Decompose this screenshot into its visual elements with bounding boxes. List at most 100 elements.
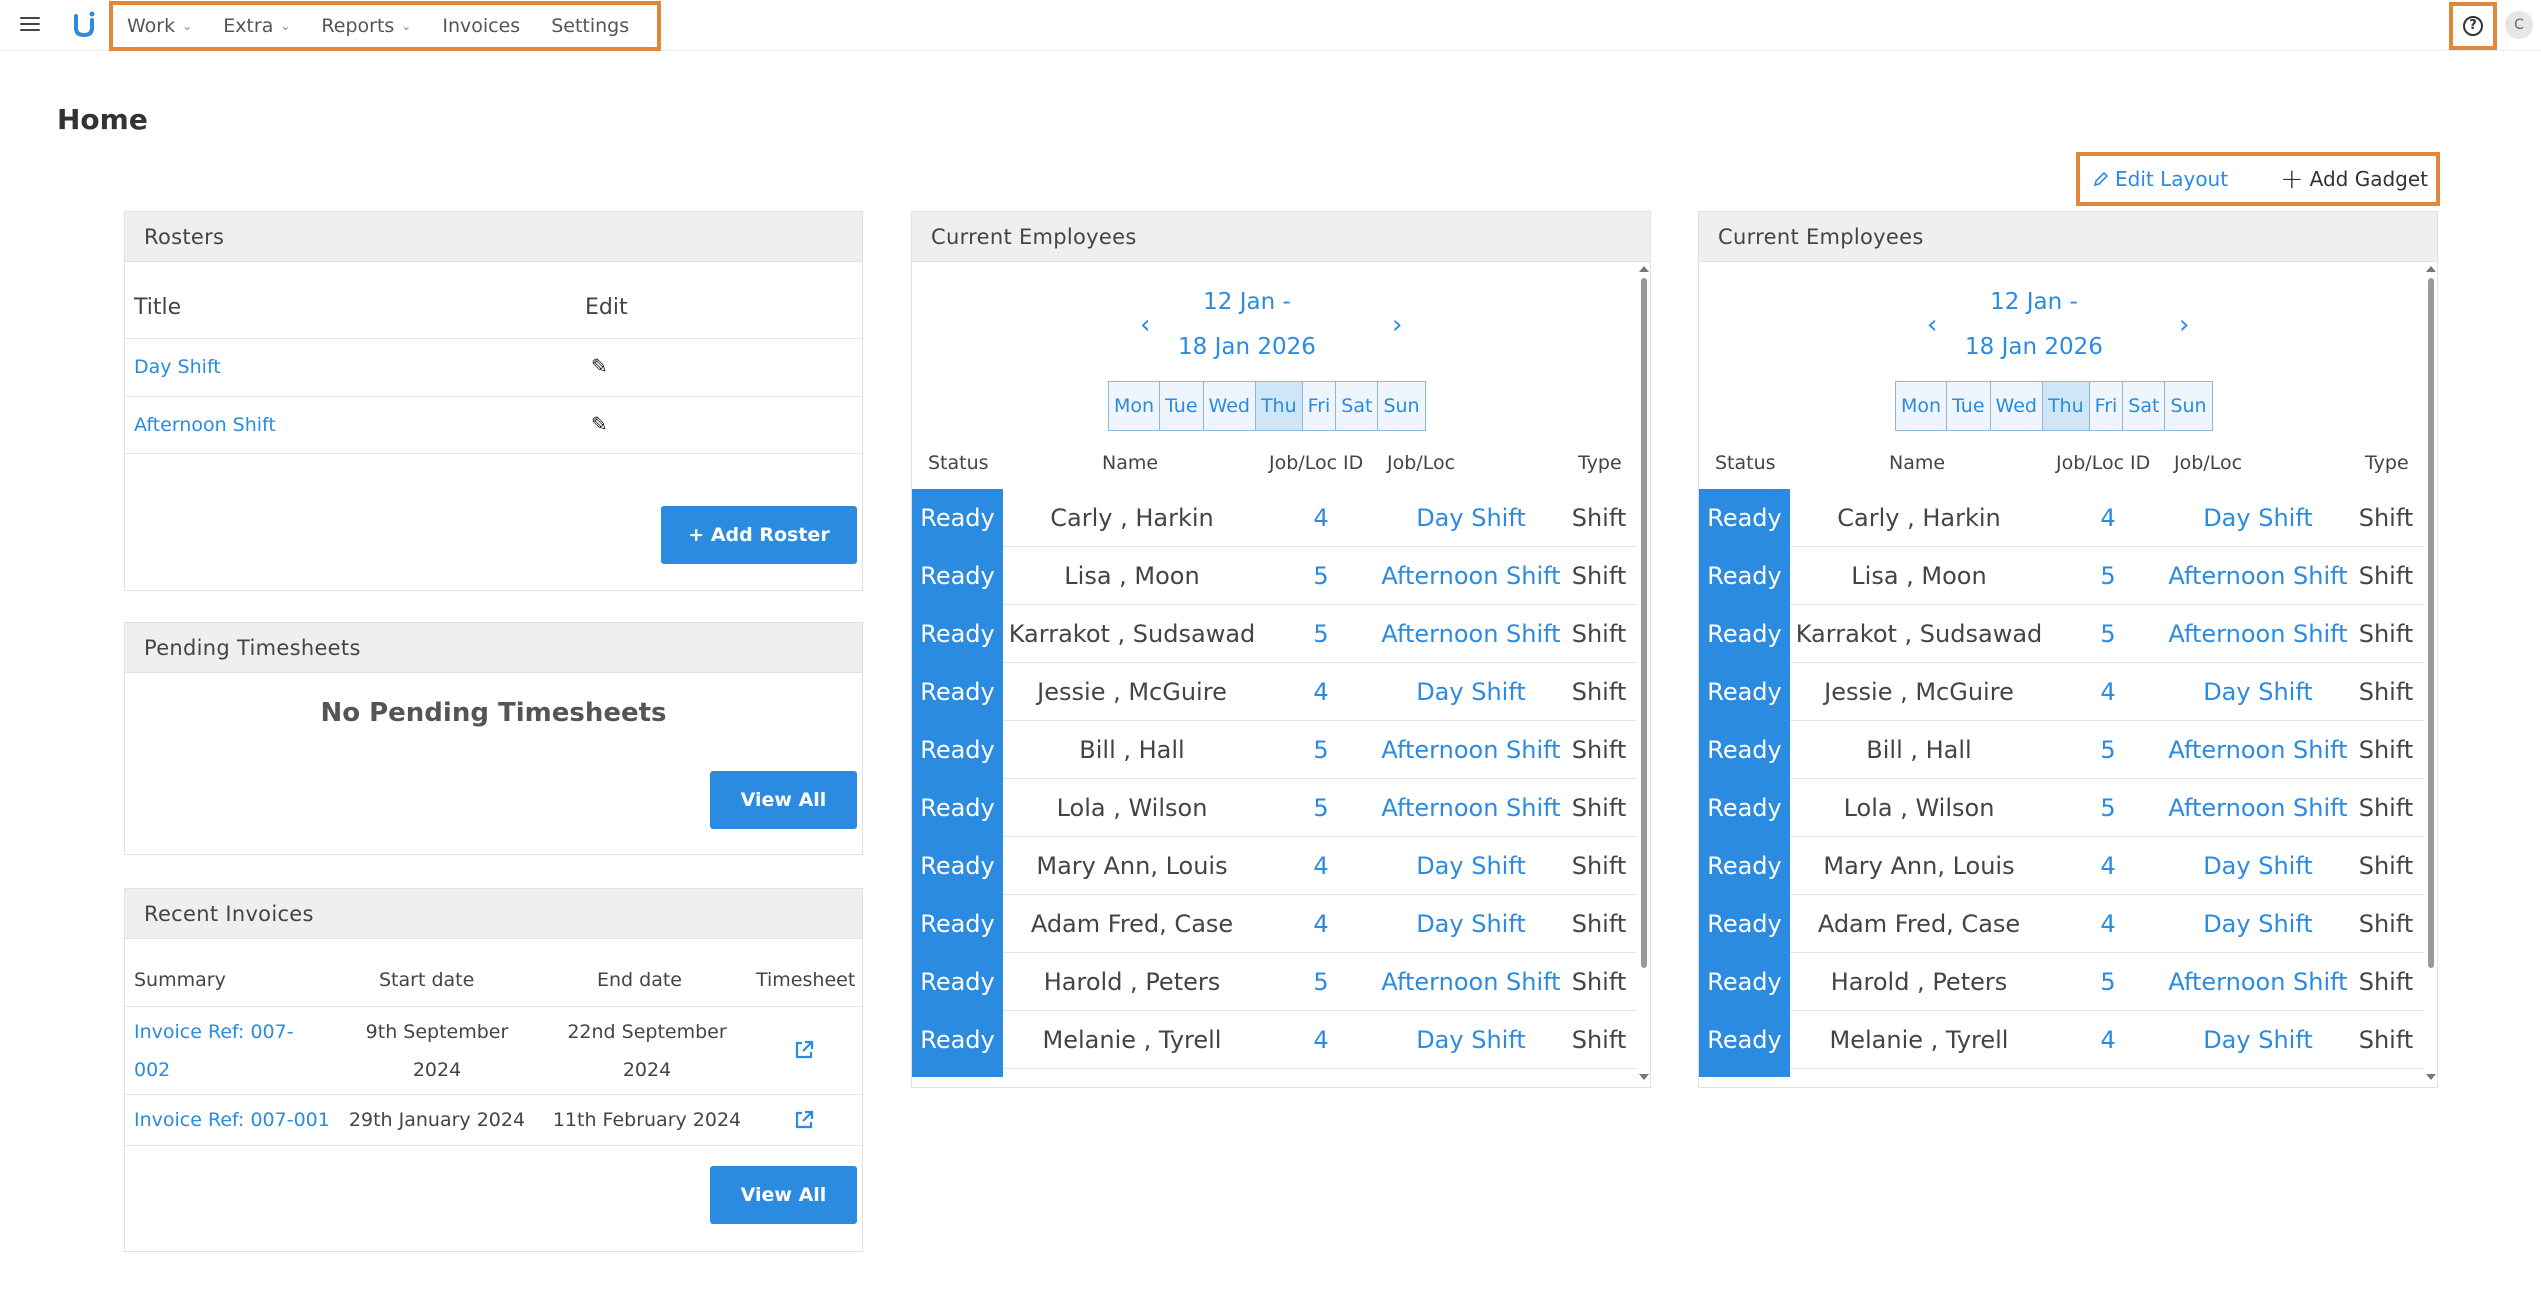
week-range-line: 12 Jan -: [1203, 289, 1291, 315]
column-header-end-date: End date: [597, 969, 682, 991]
job-loc-link[interactable]: Day Shift: [2203, 852, 2313, 880]
nav-invoices[interactable]: Invoices: [442, 15, 520, 37]
status-badge: Ready: [1699, 489, 1790, 547]
employee-name: Mary Ann, Louis: [1036, 852, 1228, 880]
day-mon[interactable]: Mon: [1109, 382, 1161, 430]
external-link-icon[interactable]: [793, 1109, 815, 1131]
help-button[interactable]: ?: [2449, 2, 2497, 50]
employee-row: Ready Harold , Peters 5 Afternoon Shift Shif…: [1699, 953, 2424, 1011]
job-loc-id: 5: [2100, 736, 2116, 764]
job-loc-link[interactable]: Day Shift: [1416, 1026, 1526, 1054]
employee-name: Lisa , Moon: [1064, 562, 1200, 590]
job-loc-link[interactable]: Afternoon Shift: [2168, 736, 2348, 764]
day-sat[interactable]: Sat: [1336, 382, 1379, 430]
external-link-icon[interactable]: [793, 1039, 815, 1061]
day-wed[interactable]: Wed: [1990, 382, 2043, 430]
job-loc-link[interactable]: Day Shift: [2203, 504, 2313, 532]
employee-name: Bill , Hall: [1866, 736, 1972, 764]
view-all-timesheets-button[interactable]: View All: [710, 771, 857, 829]
day-wed[interactable]: Wed: [1203, 382, 1256, 430]
edit-layout-button[interactable]: Edit Layout: [2092, 167, 2228, 191]
app-logo-icon[interactable]: [70, 10, 98, 40]
day-selector: Mon Tue Wed Thu Fri Sat Sun: [1108, 381, 1426, 431]
day-sat[interactable]: Sat: [2123, 382, 2166, 430]
roster-title-link[interactable]: Afternoon Shift: [134, 414, 276, 436]
job-loc-link[interactable]: Afternoon Shift: [1381, 736, 1561, 764]
day-mon[interactable]: Mon: [1896, 382, 1948, 430]
scroll-down-arrow-icon[interactable]: [1639, 1074, 1649, 1080]
next-week-arrow-icon[interactable]: ›: [1392, 310, 1403, 340]
employee-type: Shift: [1571, 678, 1627, 706]
recent-invoices-panel: Recent Invoices Summary Start date End d…: [124, 888, 863, 1252]
vertical-scrollbar[interactable]: [1638, 266, 1650, 1084]
employee-row: Ready Lola , Wilson 5 Afternoon Shift Shift: [912, 779, 1637, 837]
nav-settings[interactable]: Settings: [551, 15, 629, 37]
day-thu[interactable]: Thu: [2042, 382, 2090, 430]
employee-row: Ready Melanie , Tyrell 4 Day Shift Shift: [1699, 1011, 2424, 1069]
scroll-up-arrow-icon[interactable]: [2426, 266, 2436, 272]
job-loc-link[interactable]: Day Shift: [1416, 678, 1526, 706]
column-header-status: Status: [1715, 452, 1776, 474]
job-loc-link[interactable]: Afternoon Shift: [1381, 620, 1561, 648]
job-loc-link[interactable]: Day Shift: [1416, 504, 1526, 532]
job-loc-link[interactable]: Afternoon Shift: [2168, 620, 2348, 648]
previous-week-arrow-icon[interactable]: ‹: [1140, 310, 1151, 340]
nav-work[interactable]: Work ⌄: [127, 15, 192, 37]
invoice-row: Invoice Ref: 007- 002 9th September 2024…: [125, 1006, 862, 1094]
previous-week-arrow-icon[interactable]: ‹: [1927, 310, 1938, 340]
job-loc-link[interactable]: Afternoon Shift: [2168, 968, 2348, 996]
hamburger-menu-icon[interactable]: [20, 17, 40, 33]
job-loc-link[interactable]: Afternoon Shift: [1381, 562, 1561, 590]
employee-name: Harold , Peters: [1043, 968, 1221, 996]
roster-title-link[interactable]: Day Shift: [134, 356, 221, 378]
status-badge: Ready: [1699, 895, 1790, 953]
roster-row: Day Shift ✎: [125, 338, 862, 396]
employee-type: Shift: [2358, 794, 2414, 822]
edit-pencil-icon[interactable]: ✎: [591, 354, 608, 378]
day-tue[interactable]: Tue: [1947, 382, 1991, 430]
scroll-up-arrow-icon[interactable]: [1639, 266, 1649, 272]
day-thu[interactable]: Thu: [1255, 382, 1303, 430]
employee-row: Ready Carly , Harkin 4 Day Shift Shift: [912, 489, 1637, 547]
avatar[interactable]: C: [2505, 11, 2533, 39]
job-loc-link[interactable]: Day Shift: [1416, 852, 1526, 880]
employee-name: Mary Ann, Louis: [1823, 852, 2015, 880]
layout-toolbar: Edit Layout + Add Gadget: [2076, 152, 2440, 206]
rosters-panel: Rosters Title Edit Day Shift ✎ Afternoon…: [124, 211, 863, 591]
job-loc-link[interactable]: Afternoon Shift: [1381, 794, 1561, 822]
nav-reports[interactable]: Reports ⌄: [321, 15, 411, 37]
day-sun[interactable]: Sun: [1378, 382, 1425, 430]
invoice-summary-link[interactable]: Invoice Ref: 007-001: [134, 1109, 330, 1131]
chevron-down-icon: ⌄: [280, 19, 291, 33]
job-loc-link[interactable]: Day Shift: [1416, 910, 1526, 938]
add-gadget-button[interactable]: + Add Gadget: [2280, 165, 2428, 193]
employee-type: Shift: [1571, 736, 1627, 764]
next-week-arrow-icon[interactable]: ›: [2179, 310, 2190, 340]
scrollbar-thumb[interactable]: [1641, 278, 1647, 968]
job-loc-link[interactable]: Afternoon Shift: [1381, 968, 1561, 996]
column-header-job-loc-id: Job/Loc ID: [1269, 452, 1364, 474]
job-loc-link[interactable]: Day Shift: [2203, 910, 2313, 938]
job-loc-id: 4: [2100, 910, 2116, 938]
week-range-line: 12 Jan -: [1990, 289, 2078, 315]
edit-pencil-icon[interactable]: ✎: [591, 412, 608, 436]
day-fri[interactable]: Fri: [1302, 382, 1337, 430]
day-fri[interactable]: Fri: [2089, 382, 2124, 430]
nav-extra[interactable]: Extra ⌄: [223, 15, 290, 37]
job-loc-link[interactable]: Day Shift: [2203, 678, 2313, 706]
day-tue[interactable]: Tue: [1160, 382, 1204, 430]
day-sun[interactable]: Sun: [2165, 382, 2212, 430]
add-roster-button[interactable]: + Add Roster: [661, 506, 857, 564]
view-all-invoices-button[interactable]: View All: [710, 1166, 857, 1224]
vertical-scrollbar[interactable]: [2425, 266, 2437, 1084]
job-loc-id: 4: [1313, 910, 1329, 938]
scroll-down-arrow-icon[interactable]: [2426, 1074, 2436, 1080]
status-badge: Ready: [1699, 1011, 1790, 1069]
job-loc-link[interactable]: Afternoon Shift: [2168, 562, 2348, 590]
scrollbar-thumb[interactable]: [2428, 278, 2434, 968]
column-header-summary: Summary: [134, 969, 226, 991]
job-loc-link[interactable]: Day Shift: [2203, 1026, 2313, 1054]
invoice-summary-link[interactable]: Invoice Ref: 007- 002: [134, 1013, 294, 1089]
employee-type: Shift: [1571, 852, 1627, 880]
job-loc-link[interactable]: Afternoon Shift: [2168, 794, 2348, 822]
